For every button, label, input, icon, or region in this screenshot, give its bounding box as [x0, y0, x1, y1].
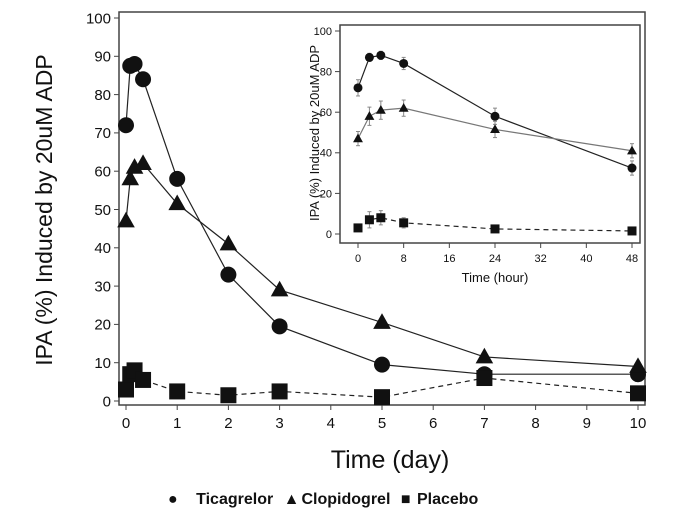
data-point-circle [271, 318, 288, 335]
series-line [357, 54, 633, 169]
data-point-square [118, 381, 134, 398]
data-point-square [364, 215, 374, 225]
y-tick-label: 80 [320, 66, 332, 78]
legend-label-ticagrelor: Ticagrelor [196, 491, 274, 508]
data-point-square [271, 383, 288, 400]
data-point-circle [627, 163, 637, 173]
series-ticagrelor [353, 50, 637, 176]
data-point-triangle [270, 280, 289, 297]
x-tick-label: 4 [327, 415, 335, 432]
x-tick-label: 24 [489, 253, 501, 265]
data-point-circle [126, 55, 143, 72]
data-point-triangle [353, 133, 363, 143]
x-tick-label: 2 [224, 415, 232, 432]
data-point-square [490, 224, 500, 234]
series-placebo [353, 210, 637, 236]
x-tick-label: 1 [173, 415, 181, 432]
data-point-triangle [398, 102, 409, 112]
y-tick-label: 10 [94, 355, 111, 372]
x-tick-label: 5 [378, 415, 386, 432]
inset-chart: 0 20 40 60 80 100 0 8 16 24 32 40 48 [314, 24, 641, 265]
data-point-square [220, 387, 237, 404]
data-point-triangle [117, 211, 135, 228]
y-tick-label: 80 [94, 87, 111, 104]
legend-label-clopidogrel: Clopidogrel [301, 491, 391, 508]
data-point-square [374, 389, 390, 406]
x-tick-label: 8 [531, 415, 539, 432]
x-tick-label: 10 [630, 415, 647, 432]
data-point-square [376, 213, 386, 223]
x-tick-label: 3 [275, 415, 283, 432]
y-tick-label: 60 [320, 107, 332, 119]
data-point-triangle [219, 234, 238, 251]
data-point-circle [490, 111, 500, 121]
x-tick-label: 0 [122, 415, 130, 432]
series-clopidogrel [117, 154, 647, 373]
x-tick-label: 16 [443, 253, 455, 265]
main-x-axis-label: Time (day) [331, 446, 450, 474]
data-point-triangle [134, 154, 152, 170]
y-tick-label: 30 [94, 278, 111, 295]
plot-frame [339, 24, 641, 244]
data-point-square [135, 371, 152, 388]
data-point-circle [169, 170, 186, 187]
data-point-triangle [629, 357, 647, 373]
legend-square-icon: ■ [400, 491, 411, 508]
y-tick-label: 50 [94, 202, 111, 219]
data-point-square [399, 218, 409, 228]
x-tick-label: 9 [583, 415, 591, 432]
data-point-square [476, 370, 493, 387]
legend-circle-icon: ● [168, 491, 178, 508]
x-tick-label: 8 [401, 253, 407, 265]
x-tick-label: 32 [535, 253, 547, 265]
data-point-square [169, 383, 186, 400]
legend-label-placebo: Placebo [416, 491, 479, 508]
data-point-triangle [373, 313, 391, 329]
data-point-triangle [475, 347, 494, 364]
data-point-circle [364, 52, 374, 62]
inset-y-axis-label: IPA (%) Induced by 20uM ADP [307, 45, 322, 221]
y-tick-label: 40 [320, 148, 332, 160]
y-tick-label: 20 [94, 317, 111, 334]
data-point-square [353, 223, 363, 233]
x-tick-label: 7 [480, 415, 488, 432]
y-tick-label: 40 [94, 240, 111, 257]
inset-x-axis-label: Time (hour) [462, 270, 529, 285]
series-line [357, 107, 633, 152]
legend: ● Ticagrelor ▲ Clopidogrel ■ Placebo [168, 491, 480, 509]
data-point-triangle [168, 194, 186, 211]
data-point-triangle [375, 104, 386, 114]
data-point-triangle [627, 145, 637, 155]
series-clopidogrel [353, 99, 637, 159]
y-tick-label: 0 [326, 229, 332, 241]
legend-triangle-icon: ▲ [283, 491, 300, 508]
y-tick-label: 90 [94, 49, 111, 66]
y-tick-label: 70 [94, 125, 111, 142]
main-y-axis-label: IPA (%) Induced by 20uM ADP [31, 54, 57, 366]
y-tick-label: 20 [320, 188, 332, 200]
data-point-circle [399, 58, 409, 68]
data-point-square [630, 385, 646, 402]
data-point-circle [135, 71, 152, 88]
data-point-triangle [490, 124, 500, 134]
data-point-circle [353, 83, 363, 93]
data-point-triangle [364, 111, 375, 120]
x-tick-label: 6 [429, 415, 437, 432]
x-tick-label: 40 [580, 253, 592, 265]
y-tick-label: 0 [103, 393, 111, 410]
data-point-circle [376, 50, 386, 60]
data-point-triangle [121, 169, 140, 186]
series-placebo [118, 362, 646, 406]
data-point-square [627, 226, 637, 236]
x-tick-label: 0 [355, 253, 361, 265]
y-tick-label: 100 [86, 10, 111, 27]
y-tick-label: 60 [94, 163, 111, 180]
x-tick-label: 48 [626, 253, 638, 265]
data-point-circle [118, 117, 134, 134]
data-point-circle [220, 266, 237, 283]
y-tick-label: 100 [314, 26, 332, 38]
data-point-circle [374, 356, 390, 373]
